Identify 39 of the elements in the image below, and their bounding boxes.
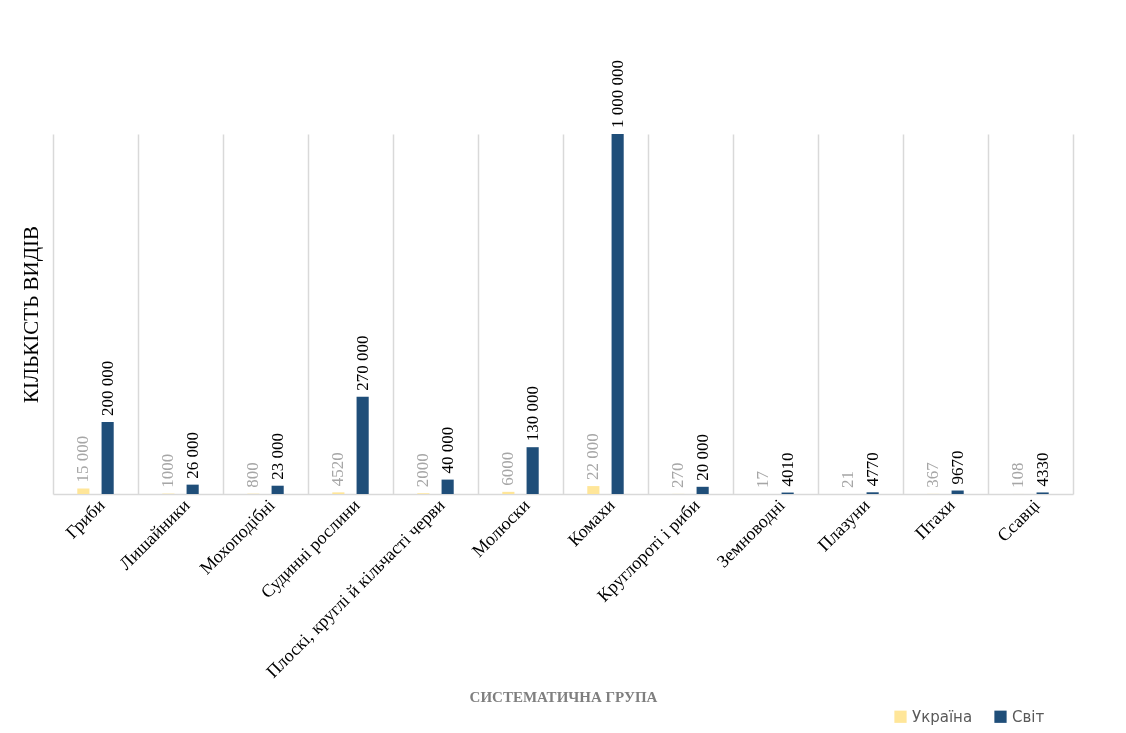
data-label: 9670 [947, 450, 967, 485]
data-label: 108 [1008, 462, 1028, 488]
data-label: 367 [923, 461, 943, 488]
bar [356, 396, 369, 494]
data-label: 21 [838, 470, 858, 488]
legend-label: Світ [1012, 707, 1045, 726]
data-label: 20 000 [692, 434, 712, 481]
bar [271, 485, 284, 494]
bar [526, 447, 539, 494]
y-axis-title: КІЛЬКІСТЬ ВИДІВ [18, 226, 43, 403]
data-label: 130 000 [522, 385, 542, 442]
bar [441, 479, 454, 494]
data-label: 270 000 [352, 335, 372, 391]
bar [696, 486, 709, 494]
bar [587, 486, 600, 494]
data-label: 200 000 [97, 360, 117, 416]
data-label: 4330 [1032, 452, 1052, 487]
data-label: 800 [243, 462, 263, 488]
data-label: 270 [668, 462, 688, 488]
data-label: 4520 [328, 452, 348, 487]
data-label: 40 000 [437, 426, 457, 474]
data-label: 22 000 [583, 433, 603, 481]
legend-label: Україна [912, 707, 973, 726]
data-label: 1 000 000 [607, 60, 627, 128]
x-axis-title: СИСТЕМАТИЧНА ГРУПА [469, 688, 658, 705]
data-label: 26 000 [182, 431, 202, 479]
bar [611, 134, 624, 494]
bar [502, 491, 515, 494]
bar [186, 484, 199, 494]
data-label: 17 [753, 470, 773, 488]
bar [77, 488, 90, 494]
data-label: 4770 [862, 452, 882, 487]
data-label: 15 000 [73, 435, 93, 483]
data-label: 1000 [158, 453, 178, 488]
data-label: 6000 [498, 451, 518, 486]
data-label: 23 000 [267, 432, 287, 480]
data-label: 4010 [777, 452, 797, 487]
data-label: 2000 [413, 453, 433, 488]
bar [101, 422, 114, 494]
